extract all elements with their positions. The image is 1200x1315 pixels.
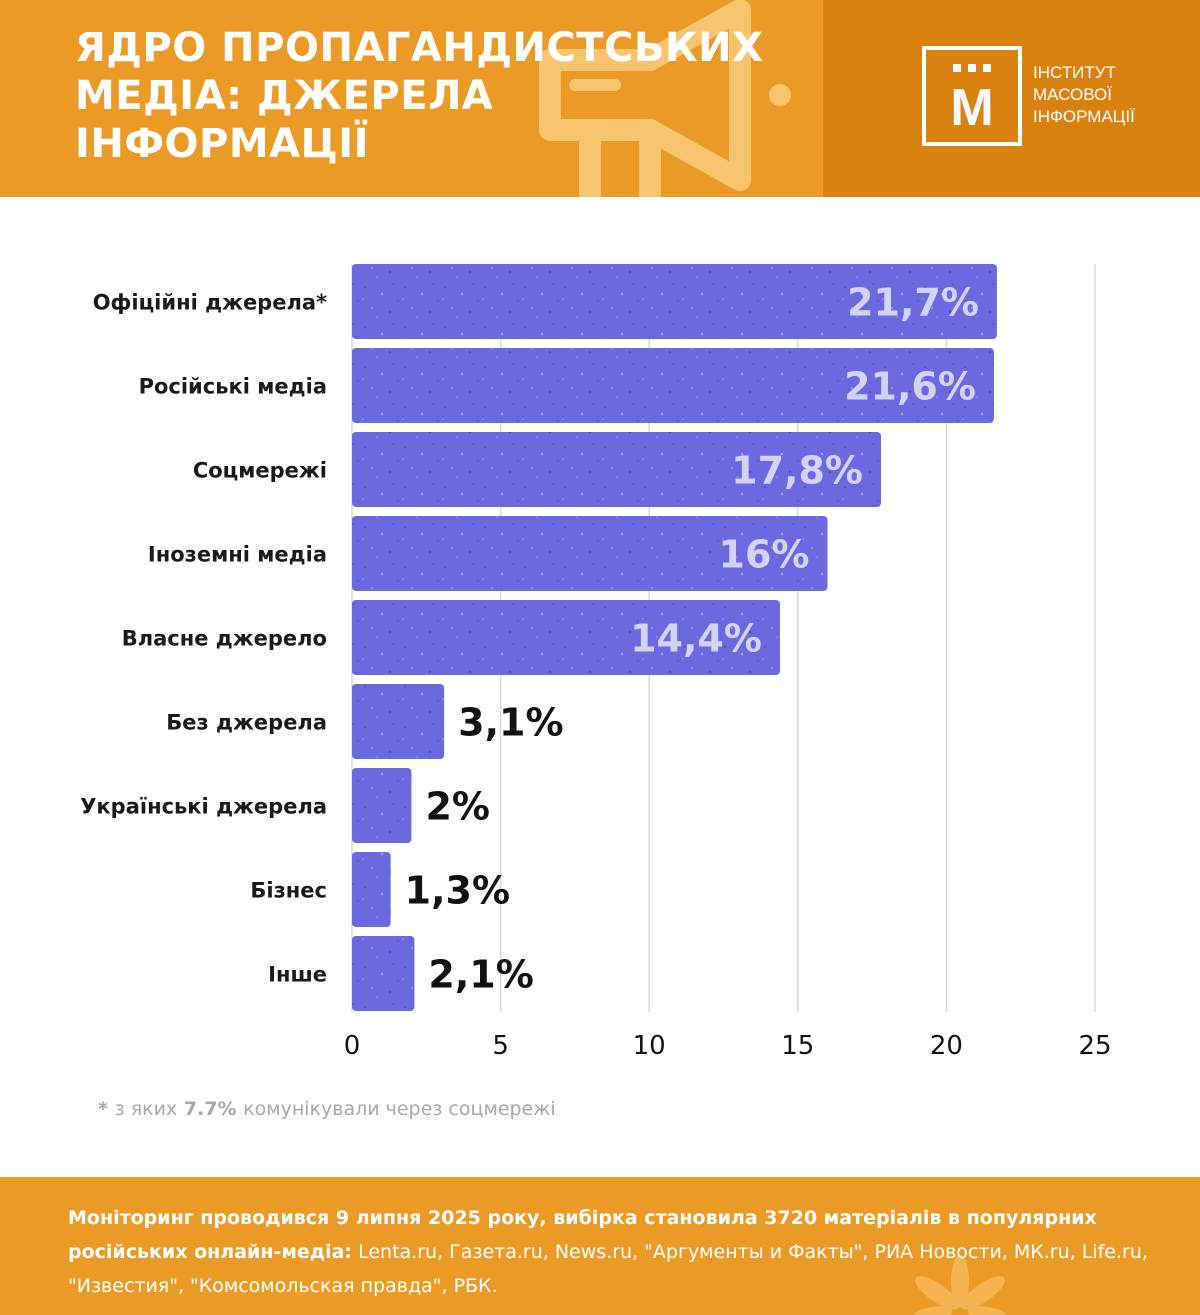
bar-chart: Офіційні джерела* 21,7% Російські медіа 21,… xyxy=(80,264,1112,1061)
bar-texture xyxy=(352,600,780,675)
footer-text: Моніторинг проводився 9 липня 2025 року,… xyxy=(68,1201,1158,1303)
data-label: 14,4% xyxy=(630,617,762,661)
title-line: ІНФОРМАЦІЇ xyxy=(75,121,369,167)
x-tick-label: 5 xyxy=(492,1031,509,1061)
category-label: Без джерела xyxy=(166,711,327,735)
footer-sources: Lenta.ru, Газета.ru, News.ru, "Аргументы… xyxy=(68,1241,1148,1297)
footnote-text: з яких xyxy=(114,1098,178,1120)
title-line: ЯДРО ПРОПАГАНДИСТСЬКИХ xyxy=(75,25,764,71)
bar-texture xyxy=(352,768,412,843)
data-label: 21,7% xyxy=(847,281,979,325)
data-label: 3,1% xyxy=(458,701,563,745)
bar-texture xyxy=(352,516,828,591)
category-label: Українські джерела xyxy=(80,795,327,819)
footnote: * з яких 7.7% комунікували через соцмере… xyxy=(98,1098,556,1120)
logo: М xyxy=(922,46,1022,146)
x-tick-label: 15 xyxy=(781,1031,814,1061)
category-label: Офіційні джерела* xyxy=(93,291,327,315)
category-label: Інше xyxy=(268,963,327,987)
data-label: 1,3% xyxy=(405,869,510,913)
flower-icon xyxy=(912,1255,1008,1315)
header-logo-panel xyxy=(823,0,1200,197)
category-label: Іноземні медіа xyxy=(148,543,327,567)
page-title: ЯДРО ПРОПАГАНДИСТСЬКИХ МЕДІА: ДЖЕРЕЛА ІН… xyxy=(75,24,795,168)
bar-texture xyxy=(352,432,882,507)
x-tick-label: 10 xyxy=(633,1031,666,1061)
logo-text-line: МАСОВОЇ xyxy=(1033,85,1112,104)
logo-text-line: ІНФОРМАЦІЇ xyxy=(1033,107,1135,126)
x-tick-label: 20 xyxy=(930,1031,963,1061)
data-label: 2% xyxy=(425,785,490,829)
title-line: МЕДІА: ДЖЕРЕЛА xyxy=(75,73,494,119)
logo-mark: М xyxy=(950,64,994,137)
logo-text-line: ІНСТИТУТ xyxy=(1033,63,1116,82)
megaphone-icon xyxy=(539,0,791,197)
data-label: 21,6% xyxy=(844,365,976,409)
footnote-text: комунікували через соцмережі xyxy=(243,1098,556,1120)
x-tick-label: 25 xyxy=(1078,1031,1111,1061)
logo-letter: М xyxy=(950,79,993,137)
data-label: 16% xyxy=(719,533,810,577)
category-label: Власне джерело xyxy=(122,627,327,651)
footer: Моніторинг проводився 9 липня 2025 року,… xyxy=(0,1177,1200,1315)
category-label: Бізнес xyxy=(250,879,327,903)
data-label: 2,1% xyxy=(428,953,533,997)
logo-text: ІНСТИТУТ МАСОВОЇ ІНФОРМАЦІЇ xyxy=(1033,62,1135,128)
x-tick-label: 0 xyxy=(344,1031,361,1061)
category-label: Російські медіа xyxy=(139,375,327,399)
footnote-star: * xyxy=(98,1098,108,1120)
footnote-highlight: 7.7% xyxy=(183,1098,237,1120)
category-label: Соцмережі xyxy=(193,459,327,483)
data-label: 17,8% xyxy=(731,449,863,493)
bar-texture xyxy=(352,684,445,759)
bar-texture xyxy=(352,936,415,1011)
bar-texture xyxy=(352,264,997,339)
bar-texture xyxy=(352,348,994,423)
footer-bold: Моніторинг проводився 9 липня 2025 року,… xyxy=(68,1207,1097,1263)
header: ЯДРО ПРОПАГАНДИСТСЬКИХ МЕДІА: ДЖЕРЕЛА ІН… xyxy=(0,0,1200,197)
bar-texture xyxy=(352,852,391,927)
